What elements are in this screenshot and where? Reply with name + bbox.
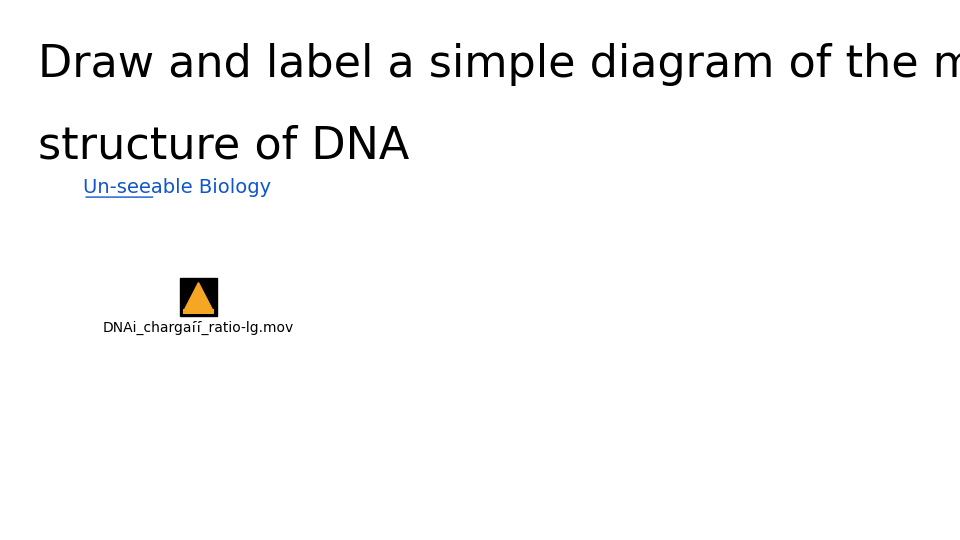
FancyBboxPatch shape <box>182 309 214 314</box>
Polygon shape <box>184 282 213 310</box>
Text: Draw and label a simple diagram of the molecular: Draw and label a simple diagram of the m… <box>37 43 960 86</box>
FancyBboxPatch shape <box>180 278 217 316</box>
Text: structure of DNA: structure of DNA <box>37 124 409 167</box>
Text: Un-seeable Biology: Un-seeable Biology <box>84 178 272 197</box>
FancyBboxPatch shape <box>195 242 202 244</box>
FancyBboxPatch shape <box>192 323 204 325</box>
FancyBboxPatch shape <box>190 404 207 406</box>
Text: DNAi_chargaff_ratio-lg.mov: DNAi_chargaff_ratio-lg.mov <box>103 320 294 335</box>
